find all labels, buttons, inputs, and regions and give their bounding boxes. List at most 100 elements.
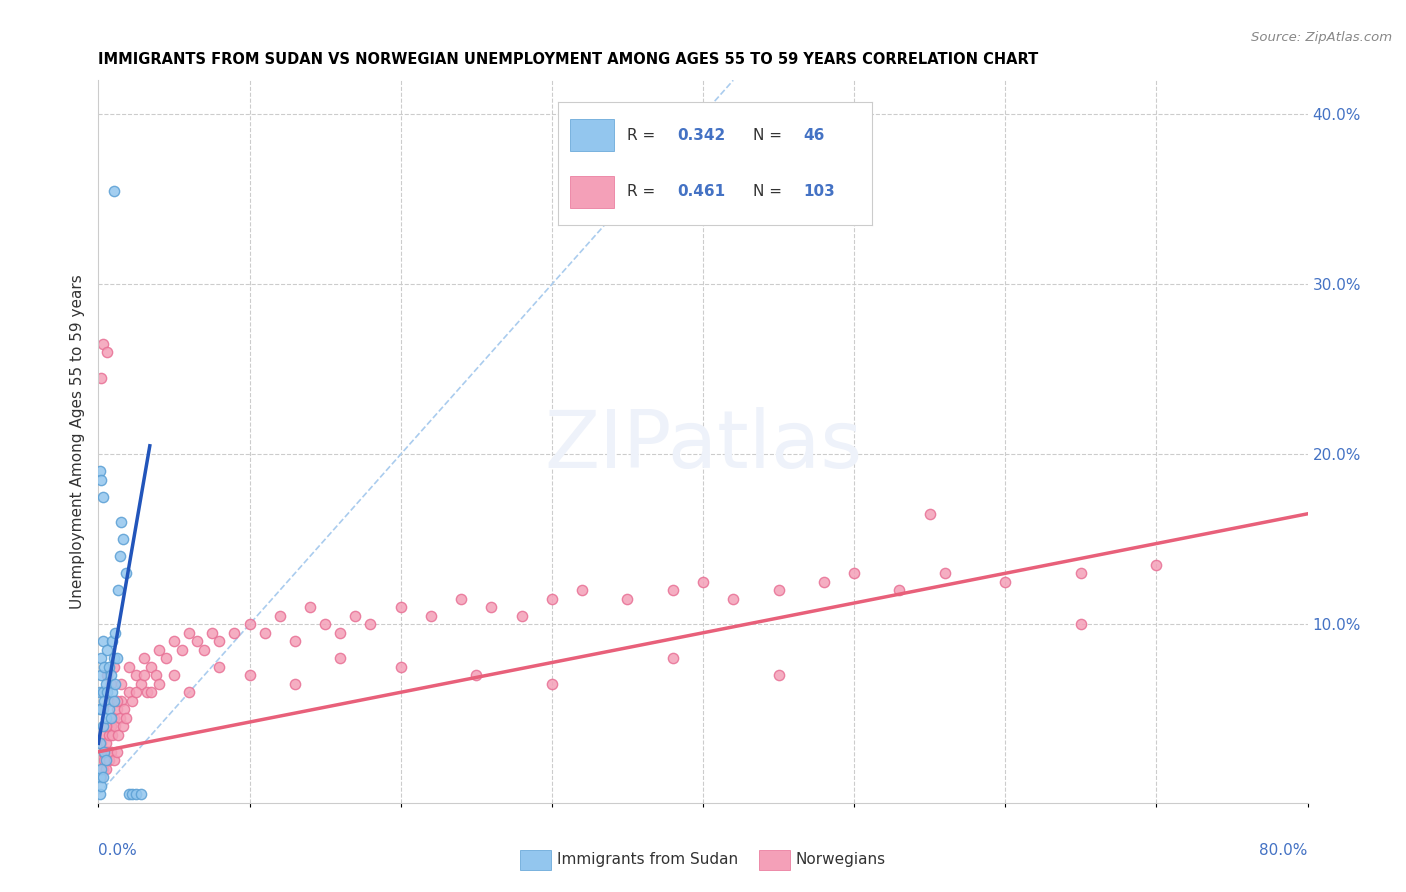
Point <box>108 711 131 725</box>
Point <box>616 591 638 606</box>
Point <box>284 634 307 648</box>
Point <box>114 711 136 725</box>
Point <box>889 583 911 598</box>
Point <box>299 600 322 615</box>
Point <box>91 336 114 351</box>
Point <box>91 702 114 716</box>
Point <box>104 625 127 640</box>
Point <box>104 677 127 691</box>
Point <box>89 464 111 478</box>
Point <box>90 762 112 776</box>
Point <box>540 591 562 606</box>
Point <box>112 702 135 716</box>
Point <box>540 677 562 691</box>
Point <box>90 668 112 682</box>
Point <box>314 617 336 632</box>
Point <box>768 668 790 682</box>
Point <box>91 685 114 699</box>
Point <box>90 770 112 784</box>
Point <box>96 642 118 657</box>
Point <box>253 625 276 640</box>
Point <box>98 694 121 708</box>
Point <box>90 371 112 385</box>
Point <box>114 566 136 581</box>
Point <box>723 591 745 606</box>
Point <box>93 660 115 674</box>
Point <box>129 677 152 691</box>
Point <box>111 719 134 733</box>
Point <box>94 736 117 750</box>
Point <box>96 685 118 699</box>
Point <box>105 651 128 665</box>
Point <box>89 753 111 767</box>
Point <box>94 677 117 691</box>
Point <box>224 625 246 640</box>
Text: Norwegians: Norwegians <box>796 853 886 867</box>
Text: 80.0%: 80.0% <box>1260 843 1308 857</box>
Point <box>89 702 111 716</box>
Point <box>110 516 132 530</box>
Point <box>96 345 118 359</box>
Point <box>132 651 155 665</box>
Point <box>105 745 128 759</box>
Point <box>571 583 593 598</box>
Point <box>94 711 117 725</box>
Point <box>101 685 124 699</box>
Point <box>103 651 125 665</box>
Point <box>89 787 111 801</box>
Point <box>98 702 121 716</box>
Point <box>101 634 124 648</box>
Point <box>89 770 111 784</box>
Point <box>132 668 155 682</box>
Point <box>96 719 118 733</box>
Point <box>179 625 201 640</box>
Point <box>813 574 835 589</box>
Point <box>450 591 472 606</box>
Point <box>389 600 412 615</box>
Point <box>148 677 170 691</box>
Point <box>103 694 125 708</box>
Point <box>110 694 132 708</box>
Point <box>239 668 262 682</box>
Point <box>98 660 121 674</box>
Point <box>148 642 170 657</box>
Point <box>93 745 115 759</box>
Point <box>360 617 382 632</box>
Point <box>93 685 115 699</box>
Point <box>90 702 112 716</box>
Y-axis label: Unemployment Among Ages 55 to 59 years: Unemployment Among Ages 55 to 59 years <box>70 274 86 609</box>
Point <box>91 770 114 784</box>
Point <box>141 685 163 699</box>
Point <box>768 583 790 598</box>
Point <box>104 719 127 733</box>
Point <box>121 787 143 801</box>
Point <box>100 745 122 759</box>
Point <box>344 608 367 623</box>
Point <box>692 574 714 589</box>
Point <box>510 608 533 623</box>
Point <box>1144 558 1167 572</box>
Point <box>125 685 148 699</box>
Point <box>661 651 683 665</box>
Point <box>141 660 163 674</box>
Point <box>163 634 186 648</box>
Point <box>90 651 112 665</box>
Text: 0.0%: 0.0% <box>98 843 138 857</box>
Text: ZIPatlas: ZIPatlas <box>544 407 862 485</box>
Point <box>93 728 115 742</box>
Point <box>107 728 129 742</box>
Point <box>100 719 122 733</box>
Point <box>90 736 112 750</box>
Point <box>118 787 141 801</box>
Point <box>186 634 208 648</box>
Point <box>170 642 193 657</box>
Point <box>155 651 177 665</box>
Point <box>110 677 132 691</box>
Point <box>98 728 121 742</box>
Point <box>389 660 412 674</box>
Point <box>93 753 115 767</box>
Point <box>96 668 118 682</box>
Point <box>994 574 1017 589</box>
Point <box>125 787 148 801</box>
Point <box>208 660 231 674</box>
